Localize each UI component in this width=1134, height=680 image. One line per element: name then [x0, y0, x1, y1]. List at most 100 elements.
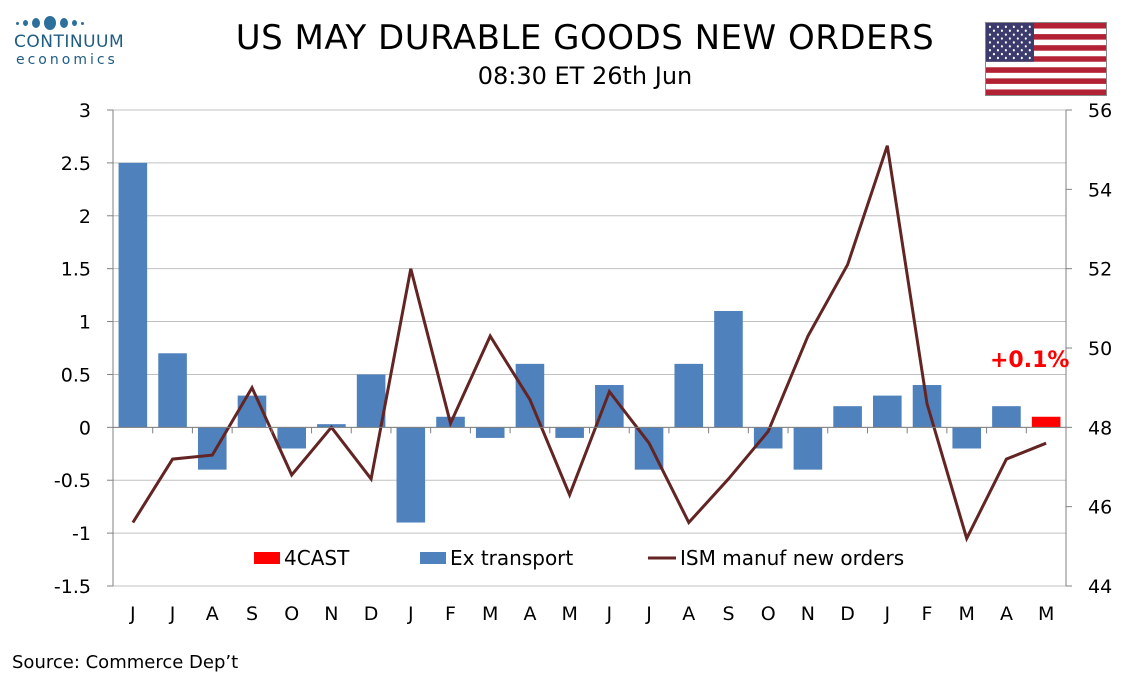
flag-star — [992, 37, 996, 40]
legend-swatch-ex-transport — [420, 552, 446, 564]
flag-star — [1004, 48, 1007, 52]
right-tick-label: 46 — [1088, 497, 1112, 519]
axes — [107, 109, 1072, 587]
left-tick-label: -1 — [72, 523, 91, 545]
bar-ex-transport — [396, 427, 426, 523]
legend: 4CAST Ex transport ISM manuf new orders — [254, 546, 904, 570]
us-flag-icon — [985, 22, 1107, 96]
flag-star — [1028, 25, 1031, 29]
flag-star — [1000, 45, 1003, 48]
flag-star — [1012, 41, 1015, 44]
flag-star — [1012, 56, 1015, 60]
left-tick-label: -1.5 — [54, 576, 91, 598]
flag-star — [1016, 29, 1019, 32]
continuum-logo: CONTINUUM economics — [14, 14, 134, 68]
x-tick-label: A — [682, 603, 695, 625]
flag-star — [1004, 56, 1007, 60]
flag-star — [1020, 48, 1023, 52]
x-tick-label: A — [523, 603, 536, 625]
logo-word: CONTINUUM — [14, 32, 125, 52]
flag-star — [988, 33, 992, 36]
x-tick-label: J — [645, 603, 652, 625]
x-tick-label: M — [561, 603, 577, 625]
flag-star — [1016, 52, 1019, 56]
flag-star — [1024, 29, 1027, 32]
flag-star — [1020, 25, 1023, 29]
gridlines — [113, 109, 1066, 587]
bar-ex-transport — [158, 353, 187, 428]
flag-star — [1012, 33, 1015, 36]
tick-labels: 3 2.5 2 1.5 1 0.5 0 -0.5 -1 -1.5 56 54 52 50 48 46 44 J J A… — [54, 100, 1112, 625]
bar-ex-transport — [952, 427, 982, 449]
forecast-annotation: +0.1% — [990, 348, 1069, 373]
legend-label-ex-transport: Ex transport — [450, 546, 573, 570]
bar-ex-transport — [555, 427, 584, 438]
chart-subtitle: 08:30 ET 26th Jun — [477, 62, 693, 90]
flag-star — [1008, 45, 1011, 48]
bar-ex-transport — [277, 427, 306, 449]
left-tick-label: -0.5 — [54, 470, 91, 492]
right-tick-label: 50 — [1088, 338, 1112, 360]
bar-ex-transport — [793, 427, 823, 470]
flag-star — [996, 48, 1000, 52]
flag-star — [1004, 25, 1007, 29]
flag-star — [996, 33, 1000, 36]
flag-star — [988, 56, 992, 60]
right-tick-label: 48 — [1088, 417, 1112, 439]
legend-swatch-4cast — [254, 552, 280, 564]
flag-star — [1028, 41, 1031, 44]
x-tick-label: S — [722, 603, 734, 625]
flag-star — [992, 29, 996, 32]
x-tick-label: O — [284, 603, 299, 625]
legend-label-4cast: 4CAST — [284, 546, 350, 570]
bar-ex-transport — [873, 395, 902, 428]
x-tick-label: D — [364, 603, 379, 625]
x-tick-label: M — [1038, 603, 1054, 625]
flag-star — [988, 25, 992, 29]
x-tick-label: J — [884, 603, 891, 625]
logo-sub: economics — [16, 52, 118, 68]
flag-star — [1008, 37, 1011, 40]
flag-star — [1020, 33, 1023, 36]
source-note: Source: Commerce Dep’t — [12, 652, 239, 673]
x-tick-label: A — [206, 603, 219, 625]
bar-ex-transport — [674, 363, 704, 428]
bars — [118, 162, 1061, 523]
right-tick-label: 52 — [1088, 259, 1112, 281]
x-tick-label: F — [922, 603, 933, 625]
bar-ex-transport — [197, 427, 227, 470]
bar-ex-transport — [833, 406, 862, 428]
x-tick-label: F — [445, 603, 456, 625]
flag-star — [1020, 56, 1023, 60]
flag-star — [992, 52, 996, 56]
flag-star — [1004, 41, 1007, 44]
logo-dots-icon — [16, 14, 134, 32]
x-tick-label: A — [1000, 603, 1013, 625]
flag-star — [992, 45, 996, 48]
legend-label-ism: ISM manuf new orders — [680, 546, 904, 570]
flag-star — [988, 48, 992, 52]
x-tick-label: M — [482, 603, 498, 625]
flag-star — [1004, 33, 1007, 36]
bar-ex-transport — [714, 310, 743, 428]
flag-star — [1008, 52, 1011, 56]
x-tick-label: J — [407, 603, 414, 625]
left-tick-label: 1.5 — [61, 259, 91, 281]
x-tick-label: J — [169, 603, 176, 625]
bar-ex-transport — [753, 427, 783, 449]
right-tick-label: 54 — [1088, 179, 1112, 201]
flag-star — [1016, 45, 1019, 48]
flag-star — [996, 41, 1000, 44]
x-tick-label: M — [959, 603, 975, 625]
left-tick-label: 0.5 — [61, 364, 91, 386]
flag-star — [1028, 48, 1031, 52]
flag-star — [1008, 29, 1011, 32]
flag-star — [1012, 25, 1015, 29]
x-tick-label: D — [840, 603, 855, 625]
line-ism — [131, 145, 1047, 543]
flag-star — [996, 56, 1000, 60]
bar-ex-transport — [356, 374, 386, 428]
bar-4cast — [1031, 416, 1061, 428]
left-tick-label: 3 — [79, 100, 91, 122]
right-tick-label: 56 — [1088, 100, 1112, 122]
